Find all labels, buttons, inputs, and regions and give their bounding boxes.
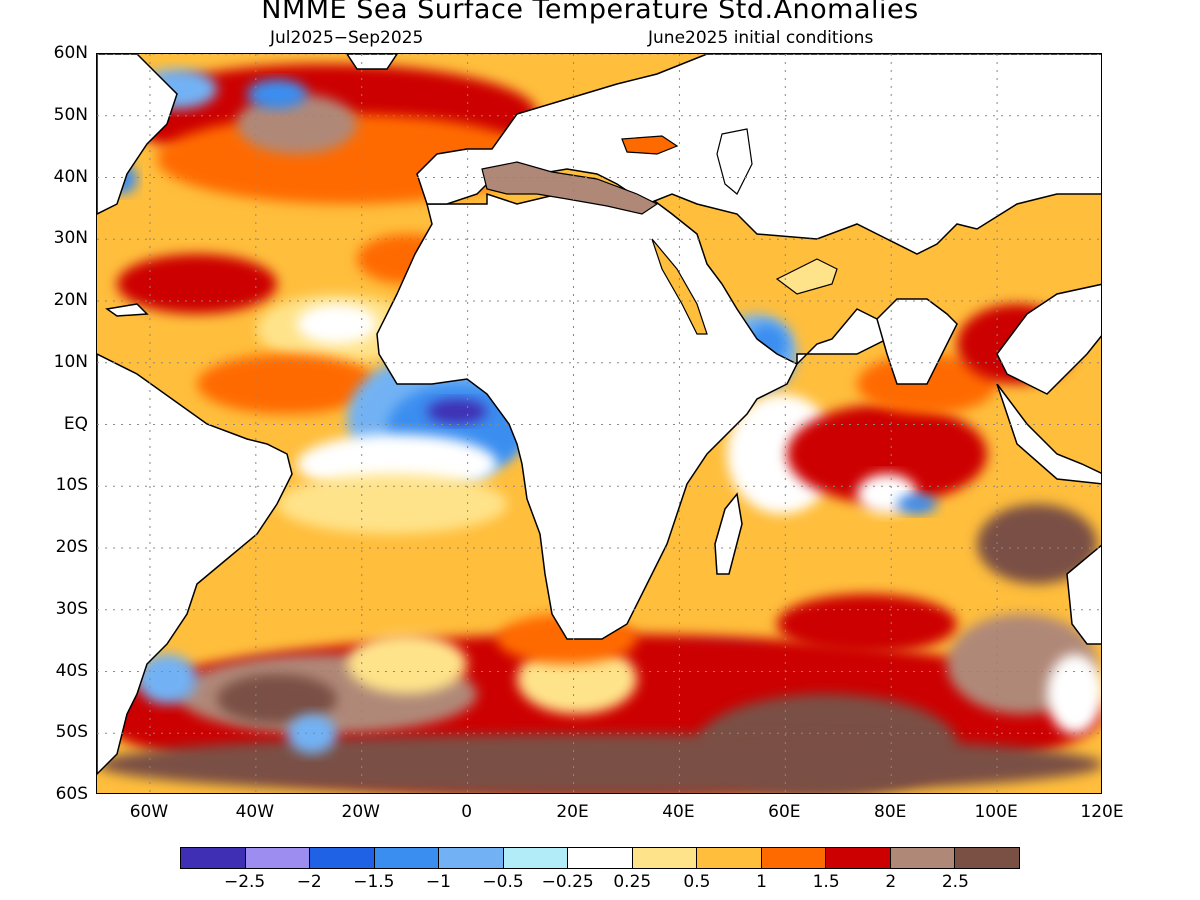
longitude-label: 40E [662, 802, 695, 822]
colorbar-swatch [374, 848, 440, 868]
anomaly-map [96, 53, 1102, 794]
colorbar-label: 2.5 [941, 872, 969, 892]
longitude-label: 120E [1080, 802, 1124, 822]
colorbar-swatch [826, 848, 891, 868]
anomaly-region [897, 494, 937, 514]
europe-landmass [416, 54, 1101, 255]
latitude-label: 10N [53, 351, 88, 372]
colorbar-swatch [503, 848, 569, 868]
latitude-label: 20S [55, 537, 88, 557]
forecast-period: Jul2025−Sep2025 [270, 28, 424, 48]
anomaly-region [777, 594, 957, 654]
latitude-label: 10S [55, 475, 88, 496]
latitude-label: 40N [53, 166, 88, 187]
colorbar-swatch [955, 848, 1019, 868]
latitude-label: 60N [53, 43, 88, 63]
longitude-label: 0 [461, 802, 473, 822]
longitude-label: 40W [235, 802, 275, 822]
anomaly-region [237, 94, 357, 154]
colorbar-label: −2 [296, 872, 322, 892]
colorbar-label: 0.5 [683, 872, 711, 892]
colorbar-label: −1 [425, 872, 451, 892]
colorbar-swatch [181, 848, 246, 868]
anomaly-region [347, 634, 467, 694]
anomaly-region [1047, 654, 1101, 734]
southeast-asia [996, 283, 1101, 395]
colorbar-label: −0.5 [482, 872, 524, 892]
australia [1066, 544, 1101, 645]
anomaly-region [297, 304, 377, 344]
latitude-label: 50S [55, 722, 88, 743]
longitude-label: 60E [768, 802, 801, 822]
colorbar-swatch [697, 848, 762, 868]
north-america [97, 54, 178, 215]
longitude-label: 20E [556, 802, 589, 822]
colorbar-swatch [245, 848, 311, 868]
colorbar-swatch [632, 848, 698, 868]
longitude-label: 100E [974, 802, 1018, 822]
caribbean-islands [105, 303, 149, 317]
colorbar-label: −0.25 [541, 872, 594, 892]
latitude-label: 30N [53, 228, 88, 249]
anomaly-region [287, 714, 337, 754]
latitude-label: 30S [55, 598, 88, 619]
iceland [346, 54, 398, 70]
south-america [97, 353, 293, 776]
anomaly-region [247, 79, 307, 109]
longitude-label: 60W [129, 802, 169, 822]
colorbar-label: 2 [885, 872, 897, 892]
colorbar [180, 847, 1020, 869]
colorbar-label: 1 [756, 872, 767, 892]
latitude-label: EQ [63, 413, 88, 434]
indonesia [996, 383, 1101, 485]
colorbar-label: −2.5 [223, 872, 266, 892]
colorbar-swatch [890, 848, 956, 868]
madagascar [714, 492, 743, 575]
longitude-label: 80E [874, 802, 907, 822]
map-gridlines [97, 54, 1101, 793]
anomaly-region [117, 254, 277, 314]
colorbar-swatch [761, 848, 827, 868]
anomaly-region [137, 654, 197, 704]
anomaly-region [277, 474, 507, 534]
initial-conditions: June2025 initial conditions [648, 28, 874, 48]
anomaly-region [197, 354, 377, 414]
colorbar-swatch [568, 848, 633, 868]
latitude-label: 40S [55, 660, 88, 681]
anomaly-region [787, 404, 987, 504]
latitude-label: 20N [53, 290, 88, 310]
colorbar-label: −1.5 [353, 872, 395, 892]
colorbar-label: 0.25 [613, 872, 652, 892]
colorbar-label: 1.5 [812, 872, 840, 892]
map-title: NMME Sea Surface Temperature Std.Anomali… [261, 0, 919, 25]
latitude-label: 60S [55, 784, 88, 804]
colorbar-swatch [310, 848, 375, 868]
anomaly-region [97, 734, 1101, 793]
anomaly-region [977, 504, 1097, 584]
longitude-label: 20W [341, 802, 380, 822]
colorbar-swatch [439, 848, 504, 868]
anomaly-region [217, 674, 337, 724]
land-masses [97, 54, 1101, 776]
anomaly-region [427, 399, 487, 424]
latitude-label: 50N [53, 104, 88, 125]
